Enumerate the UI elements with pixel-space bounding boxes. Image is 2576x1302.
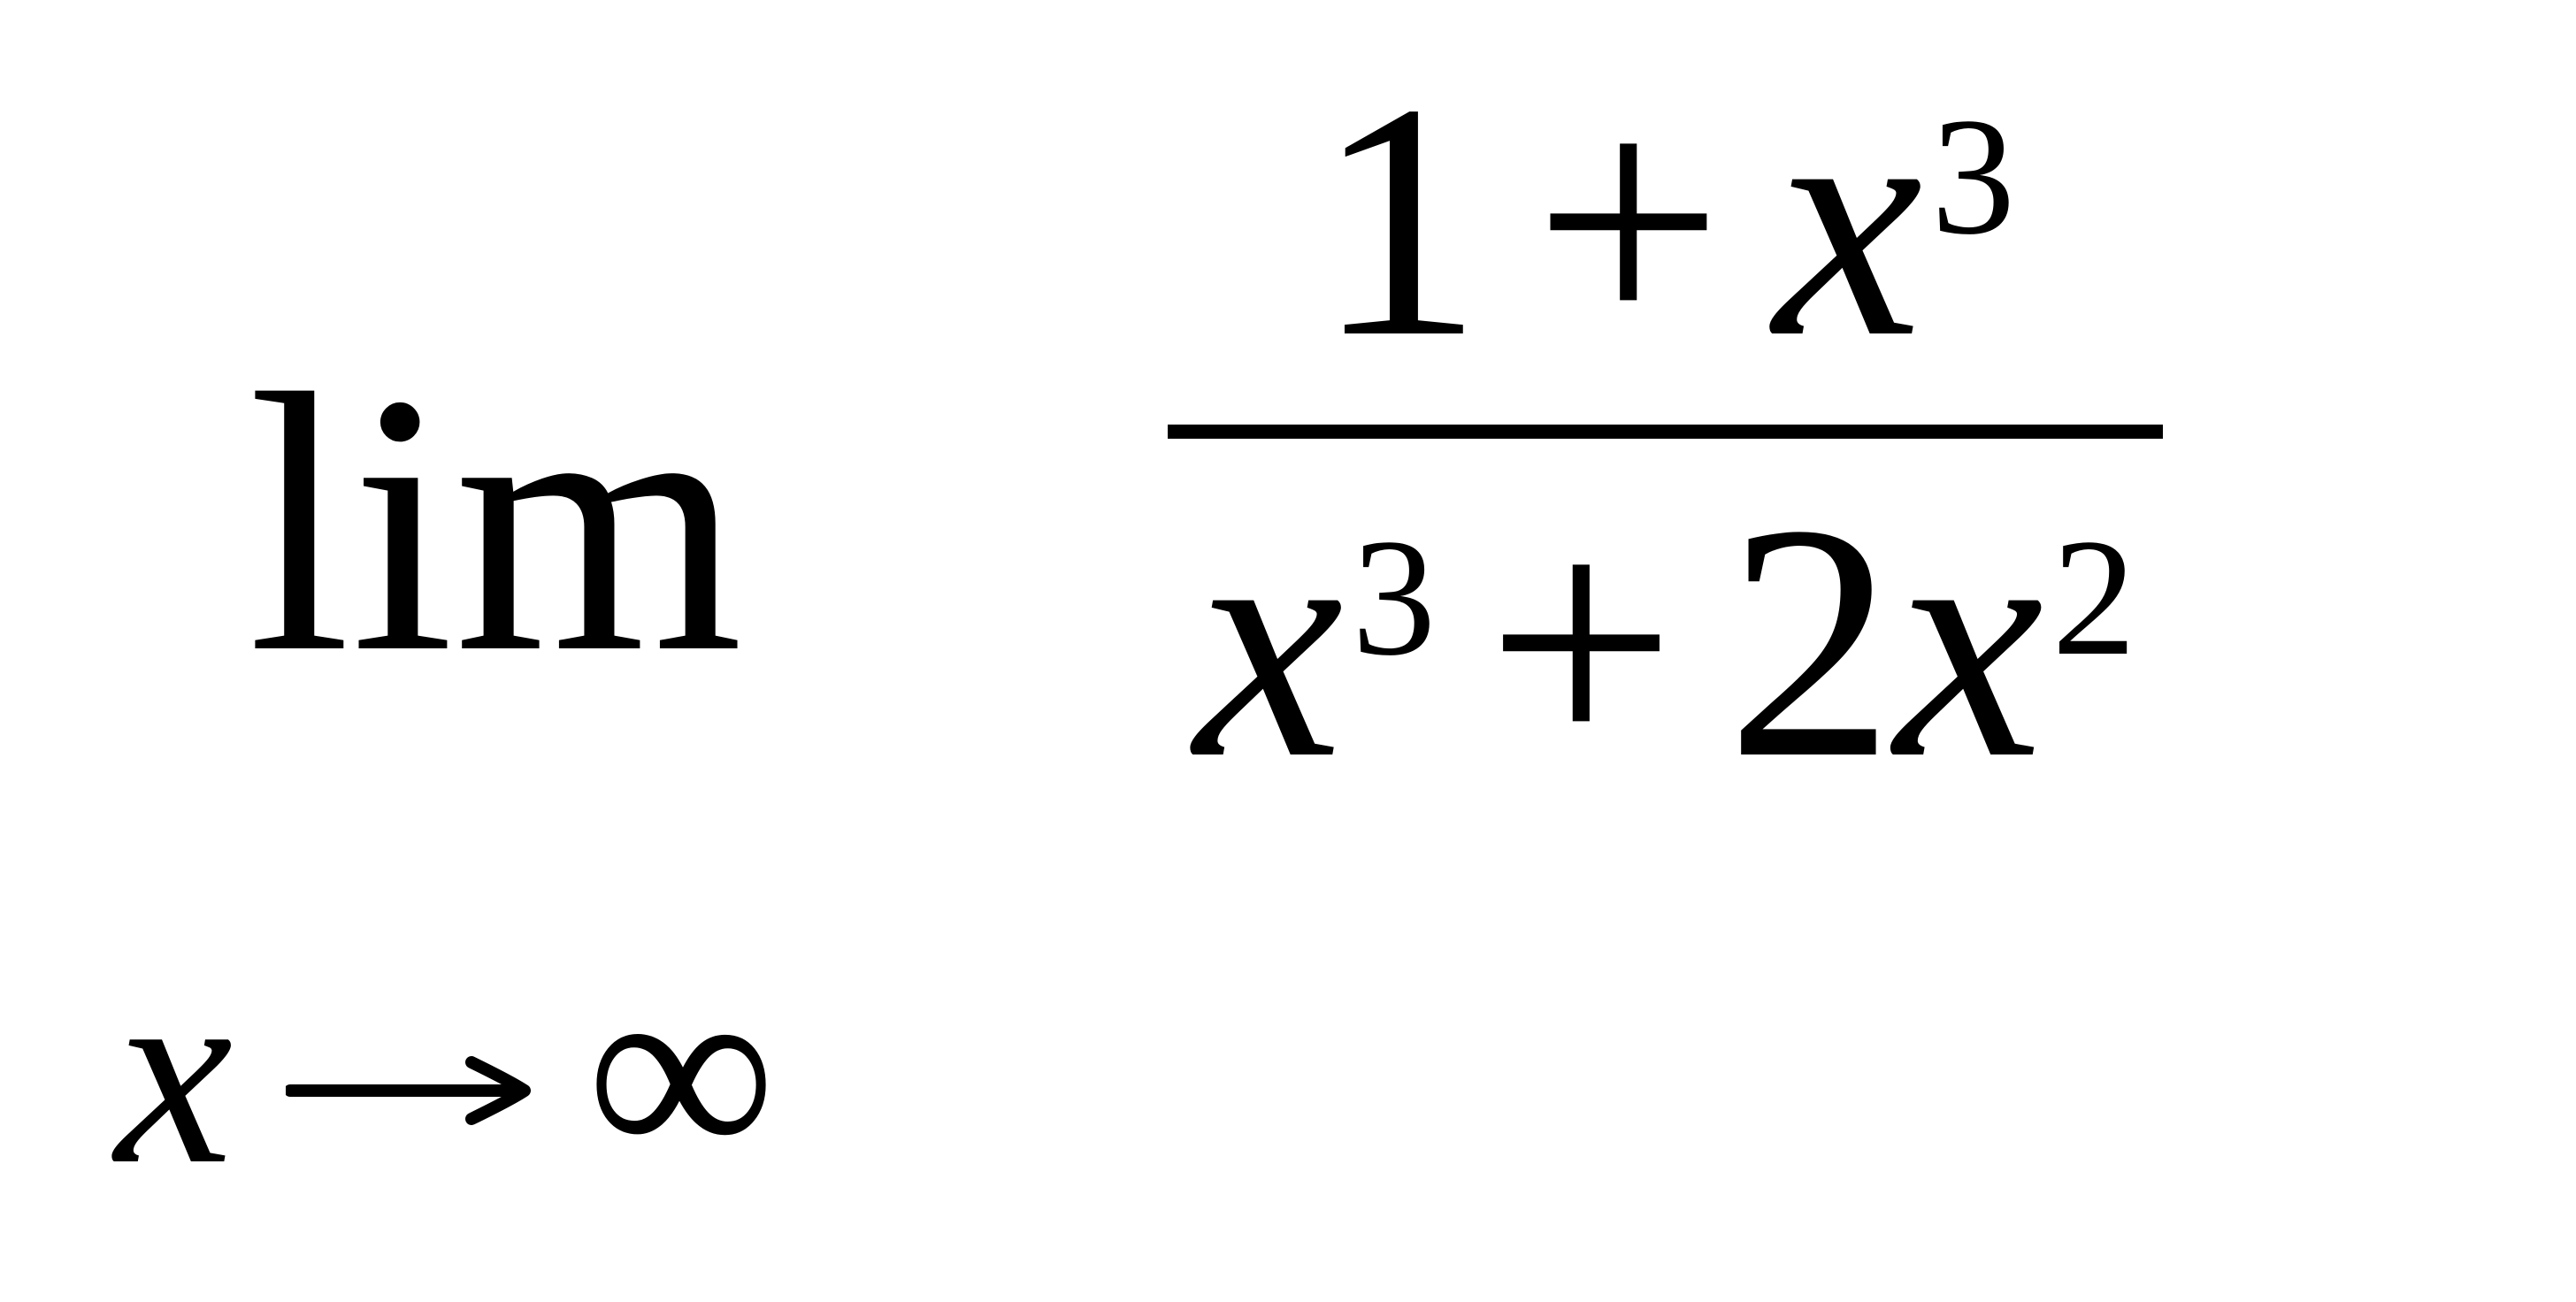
coefficient-2: 2	[1726, 474, 1894, 810]
variable-x: x	[1774, 53, 1923, 389]
denominator: x 3 + 2 x 2	[1168, 439, 2163, 810]
variable-x: x	[1194, 474, 1344, 810]
variable-x: x	[1894, 474, 2043, 810]
numerator-constant: 1	[1315, 53, 1484, 389]
arrow-right-icon	[286, 1020, 533, 1126]
plus-operator: +	[1486, 474, 1675, 810]
fraction: 1 + x 3 x 3 + 2 x 2	[1168, 53, 2163, 810]
numerator: 1 + x 3	[1289, 53, 2042, 425]
exponent-3: 3	[1931, 93, 2015, 261]
limit-variable: x	[115, 920, 233, 1225]
exponent-3: 3	[1352, 514, 1436, 682]
limit-condition: x ∞	[115, 920, 776, 1225]
lim-operator: lim	[248, 310, 743, 737]
plus-operator: +	[1534, 53, 1723, 389]
infinity-symbol: ∞	[586, 920, 776, 1225]
exponent-2: 2	[2052, 514, 2136, 682]
limit-expression: lim x ∞ 1 + x 3 x 3 + 2 x	[115, 53, 2461, 1249]
fraction-bar	[1168, 425, 2163, 439]
